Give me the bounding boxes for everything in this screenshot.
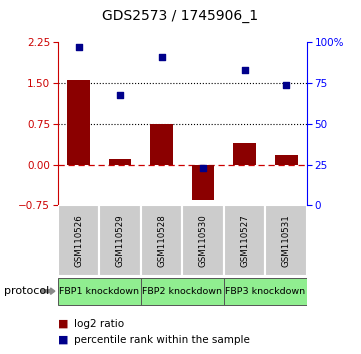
Text: GSM110530: GSM110530 (199, 214, 208, 267)
Point (158, 54, 164, 60)
Text: FBP1 knockdown: FBP1 knockdown (59, 287, 139, 296)
Bar (150, 124, 173, 165)
Bar (182, 205, 224, 276)
Text: GSM110528: GSM110528 (157, 214, 166, 267)
Bar (109, 159, 131, 165)
Text: GSM110531: GSM110531 (282, 214, 291, 267)
Text: FBP3 knockdown: FBP3 knockdown (225, 287, 305, 296)
Text: protocol: protocol (4, 286, 49, 296)
Bar (224, 278, 307, 305)
Bar (58, 205, 99, 276)
Text: FBP2 knockdown: FBP2 knockdown (142, 287, 222, 296)
Text: GDS2573 / 1745906_1: GDS2573 / 1745906_1 (103, 9, 258, 23)
Bar (141, 205, 182, 276)
Text: log2 ratio: log2 ratio (74, 319, 124, 329)
Bar (58, 278, 141, 305)
Text: ■: ■ (58, 335, 68, 345)
Bar (224, 205, 265, 276)
Bar (233, 143, 256, 165)
Bar (192, 165, 214, 200)
Point (76, 45, 82, 50)
Text: GSM110526: GSM110526 (74, 214, 83, 267)
Text: percentile rank within the sample: percentile rank within the sample (74, 335, 250, 345)
Text: ■: ■ (58, 319, 68, 329)
Bar (99, 205, 141, 276)
Point (242, 67, 248, 73)
Text: GSM110529: GSM110529 (116, 215, 125, 267)
Text: GSM110527: GSM110527 (240, 214, 249, 267)
Point (283, 82, 289, 88)
Bar (265, 205, 307, 276)
Point (200, 165, 206, 171)
Bar (67, 80, 90, 165)
Bar (275, 155, 297, 165)
Bar (141, 278, 224, 305)
Point (117, 92, 123, 97)
